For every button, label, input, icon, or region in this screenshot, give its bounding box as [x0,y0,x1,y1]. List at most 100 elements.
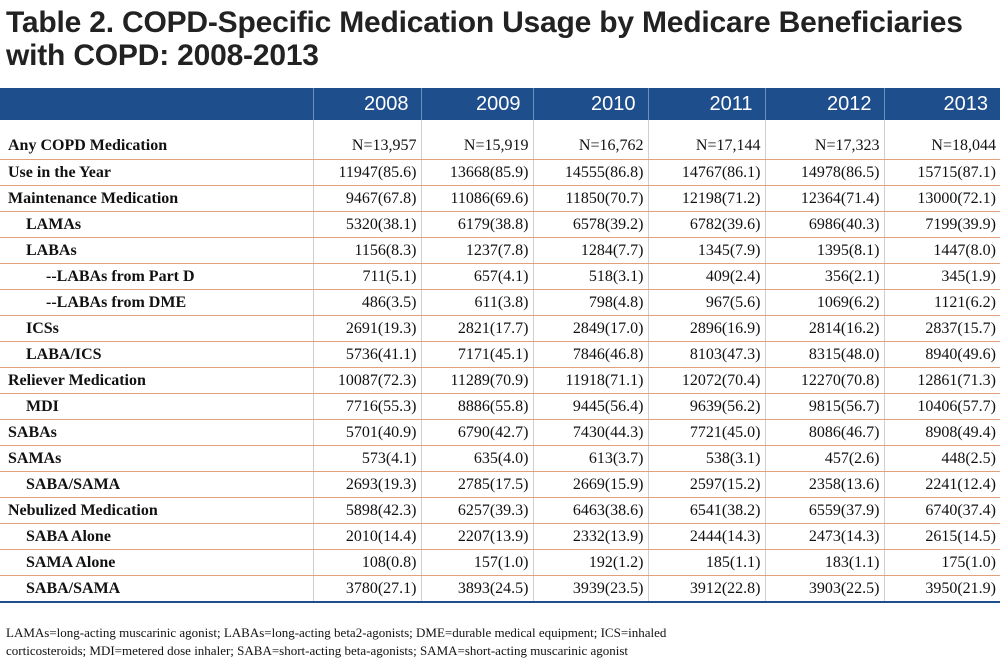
table-cell: 12364(71.4) [764,185,884,212]
table-cell: 12072(70.4) [647,367,765,394]
table-cell: 2597(15.2) [647,471,765,498]
table-cell: 1395(8.1) [764,237,884,264]
table-cell: 2444(14.3) [647,523,765,550]
table-row: MDI 7716(55.3) 8886(55.8) 9445(56.4) 9639(56… [0,393,1000,420]
table-cell: N=18,044 [883,120,1000,160]
row-label: MDI [0,393,313,420]
row-label: SAMAs [0,445,313,472]
table-cell: 6541(38.2) [647,497,765,524]
table-cell: 183(1.1) [764,549,884,576]
table-cell: 967(5.6) [647,289,765,316]
table-cell: 2691(19.3) [312,315,421,342]
table-cell: 538(3.1) [647,445,765,472]
table-cell: 8315(48.0) [764,341,884,368]
table-cell: 356(2.1) [764,263,884,290]
table-row: Maintenance Medication 9467(67.8) 11086(69… [0,185,1000,212]
row-label: LABAs [0,237,313,264]
row-label: LABA/ICS [0,341,313,368]
table-row: Reliever Medication 10087(72.3) 11289(70.9… [0,367,1000,394]
table-cell: 6257(39.3) [420,497,533,524]
page-title: Table 2. COPD-Specific Medication Usage … [6,6,963,72]
row-label: SABAs [0,419,313,446]
table-row: SABA/SAMA 2693(19.3) 2785(17.5) 2669(15.9) 2… [0,471,1000,498]
table-cell: 9815(56.7) [764,393,884,420]
table-cell: 2814(16.2) [764,315,884,342]
table-cell: 2849(17.0) [532,315,648,342]
table-cell: 8940(49.6) [883,341,1000,368]
header-year: 2010 [532,88,648,120]
table-row: SAMA Alone 108(0.8) 157(1.0) 192(1.2) 185(1.… [0,549,1000,576]
header-blank [0,88,313,120]
table-cell: 13000(72.1) [883,185,1000,212]
row-label: SABA Alone [0,523,313,550]
table-cell: 11850(70.7) [532,185,648,212]
table-cell: 2785(17.5) [420,471,533,498]
table-cell: 8086(46.7) [764,419,884,446]
table-cell: 7199(39.9) [883,211,1000,238]
table-row: LABA/ICS 5736(41.1) 7171(45.1) 7846(46.8) 81… [0,341,1000,368]
table-cell: 12270(70.8) [764,367,884,394]
table-row: LABAs 1156(8.3) 1237(7.8) 1284(7.7) 1345(7.9… [0,237,1000,264]
table-cell: 7846(46.8) [532,341,648,368]
table-cell: 8103(47.3) [647,341,765,368]
table-cell: 10406(57.7) [883,393,1000,420]
table-cell: 14767(86.1) [647,159,765,186]
table-row: --LABAs from Part D 711(5.1) 657(4.1) 518(3… [0,263,1000,290]
table-cell: 11086(69.6) [420,185,533,212]
table-row: Use in the Year 11947(85.6) 13668(85.9) 145… [0,159,1000,186]
table-cell: 9467(67.8) [312,185,421,212]
table-row: SABAs 5701(40.9) 6790(42.7) 7430(44.3) 7721(… [0,419,1000,446]
table-cell: 14555(86.8) [532,159,648,186]
table-cell: 7721(45.0) [647,419,765,446]
table-cell: 1121(6.2) [883,289,1000,316]
row-label: SABA/SAMA [0,471,313,498]
header-year: 2009 [420,88,533,120]
table-cell: 2332(13.9) [532,523,648,550]
table-cell: 1284(7.7) [532,237,648,264]
row-label: SAMA Alone [0,549,313,576]
table-cell: 611(3.8) [420,289,533,316]
table-cell: 573(4.1) [312,445,421,472]
table-cell: 9445(56.4) [532,393,648,420]
table-cell: 486(3.5) [312,289,421,316]
table-cell: 14978(86.5) [764,159,884,186]
table-row: Nebulized Medication 5898(42.3) 6257(39.3)… [0,497,1000,524]
title-line-2: with COPD: 2008-2013 [6,39,319,72]
table-cell: 3939(23.5) [532,575,648,603]
table-row: ICSs 2691(19.3) 2821(17.7) 2849(17.0) 2896(1… [0,315,1000,342]
table-cell: 157(1.0) [420,549,533,576]
table-row: SABA Alone 2010(14.4) 2207(13.9) 2332(13.9)… [0,523,1000,550]
table-cell: N=16,762 [532,120,648,160]
table-cell: 2358(13.6) [764,471,884,498]
row-label: Reliever Medication [0,367,313,394]
table-row: SABA/SAMA 3780(27.1) 3893(24.5) 3939(23.5) 3… [0,575,1000,603]
table-cell: 10087(72.3) [312,367,421,394]
table-cell: 13668(85.9) [420,159,533,186]
row-label: --LABAs from DME [0,289,313,316]
table-cell: 518(3.1) [532,263,648,290]
footnote: LAMAs=long-acting muscarinic agonist; LA… [6,624,996,660]
table-cell: 3950(21.9) [883,575,1000,603]
table-cell: 3903(22.5) [764,575,884,603]
table-cell: 2821(17.7) [420,315,533,342]
table-cell: 3912(22.8) [647,575,765,603]
header-year: 2013 [883,88,1000,120]
table-cell: 6986(40.3) [764,211,884,238]
table-cell: 798(4.8) [532,289,648,316]
table-cell: 7716(55.3) [312,393,421,420]
table-cell: 6578(39.2) [532,211,648,238]
row-label: Any COPD Medication [0,120,313,160]
table-cell: 448(2.5) [883,445,1000,472]
row-label: SABA/SAMA [0,575,313,603]
header-row: 2008 2009 2010 2011 2012 2013 [0,88,1000,120]
table-cell: 711(5.1) [312,263,421,290]
footnote-line-2: corticosteroids; MDI=metered dose inhale… [6,643,629,658]
table-cell: 3893(24.5) [420,575,533,603]
table-cell: 457(2.6) [764,445,884,472]
table-cell: 5320(38.1) [312,211,421,238]
table-cell: 8886(55.8) [420,393,533,420]
table-cell: 3780(27.1) [312,575,421,603]
medication-table: 2008 2009 2010 2011 2012 2013 Any COPD M… [0,88,1000,603]
table-cell: 2693(19.3) [312,471,421,498]
table-cell: 657(4.1) [420,263,533,290]
